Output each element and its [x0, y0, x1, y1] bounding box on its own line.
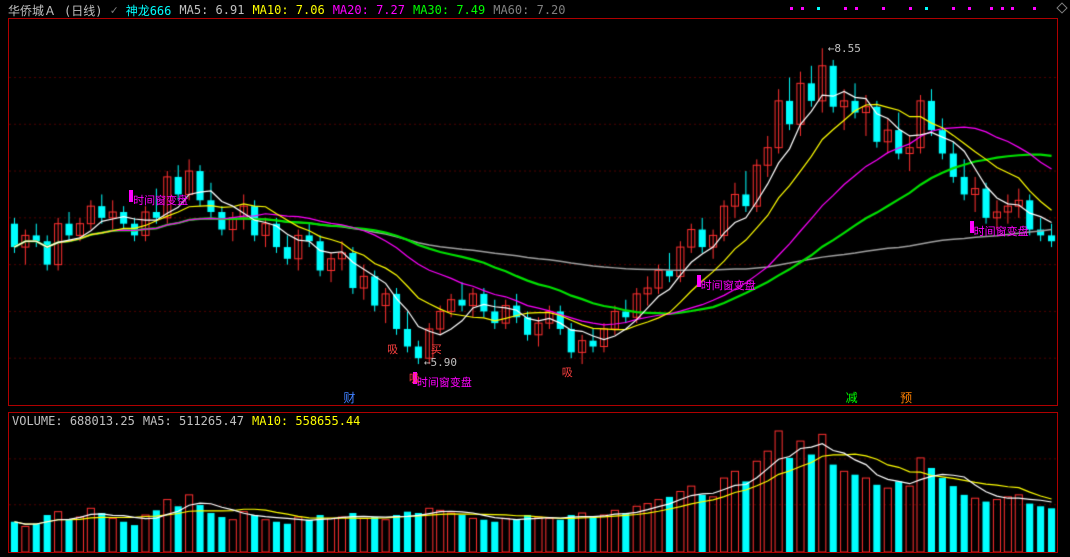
ma5: MA5: 6.91: [179, 3, 244, 17]
indicator-name: 神龙666: [126, 2, 172, 19]
buy-signal: 吸: [409, 370, 420, 386]
high-price-label: ←8.55: [828, 42, 861, 55]
buy-signal: 买: [431, 341, 442, 357]
price-chart[interactable]: ←8.55←5.90时间窗变盘时间窗变盘时间窗变盘时间窗变盘吸吸买吸财减预: [8, 18, 1058, 406]
chart-header: 华侨城Ａ (日线) ✓ 神龙666 MA5: 6.91 MA10: 7.06 M…: [8, 2, 1062, 18]
time-marker-label: 时间窗变盘: [701, 277, 756, 293]
vol-label: VOLUME: 688013.25: [12, 414, 135, 428]
buy-signal: 吸: [562, 364, 573, 380]
bottom-tag: 财: [343, 389, 355, 406]
checkmark-icon: ✓: [110, 3, 117, 17]
volume-header: VOLUME: 688013.25 MA5: 511265.47 MA10: 5…: [12, 414, 360, 428]
low-price-label: ←5.90: [424, 356, 457, 369]
time-marker-label: 时间窗变盘: [974, 223, 1029, 239]
volume-chart[interactable]: [8, 412, 1058, 553]
ma30: MA30: 7.49: [413, 3, 485, 17]
bottom-tag: 减: [846, 389, 858, 406]
time-marker-label: 时间窗变盘: [133, 192, 188, 208]
vol-ma10: MA10: 558655.44: [252, 414, 360, 428]
ma60: MA60: 7.20: [493, 3, 565, 17]
vol-ma5: MA5: 511265.47: [143, 414, 244, 428]
bottom-tag: 预: [900, 389, 912, 406]
time-marker-label: 时间窗变盘: [417, 374, 472, 390]
buy-signal: 吸: [387, 341, 398, 357]
stock-name: 华侨城Ａ: [8, 2, 56, 19]
ma10: MA10: 7.06: [252, 3, 324, 17]
ma20: MA20: 7.27: [333, 3, 405, 17]
timeframe: (日线): [64, 2, 102, 19]
